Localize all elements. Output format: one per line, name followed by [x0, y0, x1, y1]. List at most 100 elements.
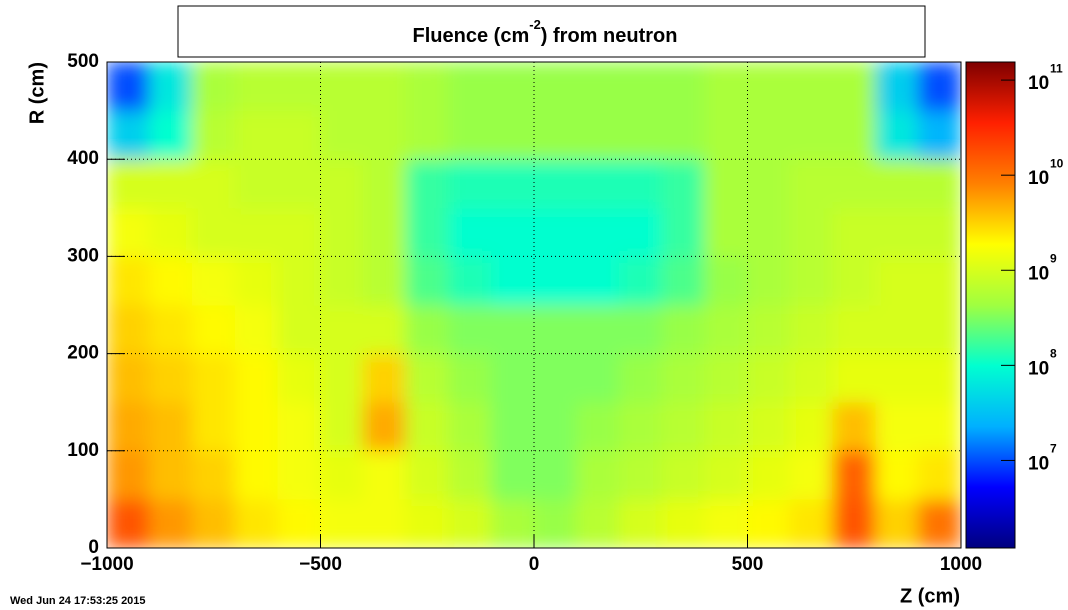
heatmap-cell — [618, 158, 663, 209]
heatmap-cell — [320, 207, 364, 257]
heatmap-cell — [191, 304, 236, 355]
heatmap-cell — [832, 353, 877, 403]
heatmap-cell — [661, 304, 706, 355]
heatmap-cell — [149, 62, 193, 112]
heatmap-cell — [107, 450, 151, 500]
heatmap-cell — [362, 255, 407, 306]
heatmap-cell — [107, 401, 151, 452]
heatmap-cell — [533, 353, 578, 403]
heatmap-cell — [362, 110, 407, 160]
heatmap-cell — [533, 207, 578, 257]
heatmap-cell — [618, 401, 663, 452]
heatmap-cell — [576, 158, 620, 209]
heatmap-cell — [789, 207, 834, 257]
y-tick-label: 0 — [88, 537, 99, 558]
heatmap-cell — [490, 207, 535, 257]
heatmap-cell — [533, 158, 578, 209]
colorbar-tick-label: 10 — [1028, 263, 1049, 284]
y-axis-title: R (cm) — [26, 62, 48, 124]
heatmap-cell — [875, 62, 919, 112]
heatmap-cell — [234, 158, 279, 209]
heatmap-cell — [576, 62, 620, 112]
heatmap-cell — [277, 255, 321, 306]
heatmap-cell — [618, 110, 663, 160]
heatmap-cell — [277, 498, 321, 548]
heatmap-cell — [362, 62, 407, 112]
heatmap-cell — [234, 353, 279, 403]
x-tick-label: 500 — [732, 554, 764, 575]
heatmap-cell — [107, 304, 151, 355]
heatmap-cell — [576, 498, 620, 548]
colorbar-tick-exponent: 7 — [1050, 442, 1057, 456]
heatmap-cell — [618, 255, 663, 306]
x-tick-label: −500 — [299, 554, 342, 575]
heatmap-cell — [191, 110, 236, 160]
heatmap-cell — [107, 255, 151, 306]
title-box — [177, 5, 926, 58]
heatmap-cell — [405, 304, 450, 355]
heatmap-cell — [533, 450, 578, 500]
heatmap-cell — [747, 207, 791, 257]
heatmap-cell — [191, 158, 236, 209]
heatmap-cell — [661, 353, 706, 403]
heatmap-cell — [832, 401, 877, 452]
heatmap-cell — [917, 255, 961, 306]
heatmap-cell — [576, 110, 620, 160]
heatmap-cell — [618, 304, 663, 355]
heatmap-cell — [320, 401, 364, 452]
x-axis-title: Z (cm) — [900, 585, 960, 607]
heatmap-cell — [832, 207, 877, 257]
heatmap-cell — [917, 498, 961, 548]
heatmap-cell — [875, 353, 919, 403]
heatmap-cell — [191, 450, 236, 500]
heatmap-cell — [618, 498, 663, 548]
heatmap-cell — [789, 450, 834, 500]
colorbar-tick-exponent: 9 — [1050, 251, 1057, 265]
heatmap-cell — [618, 62, 663, 112]
y-tick-label: 300 — [67, 245, 99, 266]
heatmap-cell — [832, 62, 877, 112]
heatmap-cell — [234, 207, 279, 257]
heatmap-cell — [490, 304, 535, 355]
y-tick-label: 100 — [67, 440, 99, 461]
heatmap-cell — [107, 158, 151, 209]
heatmap-cell — [405, 255, 450, 306]
heatmap-cell — [917, 62, 961, 112]
heatmap-cell — [277, 110, 321, 160]
heatmap-cell — [618, 353, 663, 403]
heatmap-cell — [320, 498, 364, 548]
color-bar — [965, 61, 1016, 549]
heatmap-cell — [277, 401, 321, 452]
heatmap-cell — [533, 62, 578, 112]
heatmap-cell — [448, 304, 492, 355]
heatmap-cell — [191, 498, 236, 548]
heatmap-cell — [917, 450, 961, 500]
y-tick-label: 500 — [67, 51, 99, 72]
heatmap-cell — [661, 401, 706, 452]
heatmap-cell — [448, 401, 492, 452]
heatmap-cell — [405, 353, 450, 403]
heatmap-cell — [875, 255, 919, 306]
y-tick-label: 400 — [67, 148, 99, 169]
heatmap-cell — [191, 255, 236, 306]
heatmap-cell — [875, 498, 919, 548]
x-tick-label: 1000 — [940, 554, 982, 575]
heatmap-cell — [448, 207, 492, 257]
heatmap-cell — [490, 450, 535, 500]
heatmap-cell — [320, 62, 364, 112]
heatmap-cell — [747, 158, 791, 209]
heatmap-cell — [832, 158, 877, 209]
colorbar-tick-exponent: 8 — [1050, 347, 1057, 361]
heatmap-cell — [789, 158, 834, 209]
heatmap-cell — [362, 158, 407, 209]
heatmap-cell — [448, 450, 492, 500]
heatmap-cell — [277, 158, 321, 209]
heatmap-cell — [917, 158, 961, 209]
heatmap-cell — [405, 110, 450, 160]
heatmap-cell — [234, 62, 279, 112]
heatmap-cell — [234, 110, 279, 160]
heatmap-cell — [320, 304, 364, 355]
colorbar-tick-label: 10 — [1028, 168, 1049, 189]
heatmap-cell — [789, 401, 834, 452]
heatmap-cell — [320, 158, 364, 209]
